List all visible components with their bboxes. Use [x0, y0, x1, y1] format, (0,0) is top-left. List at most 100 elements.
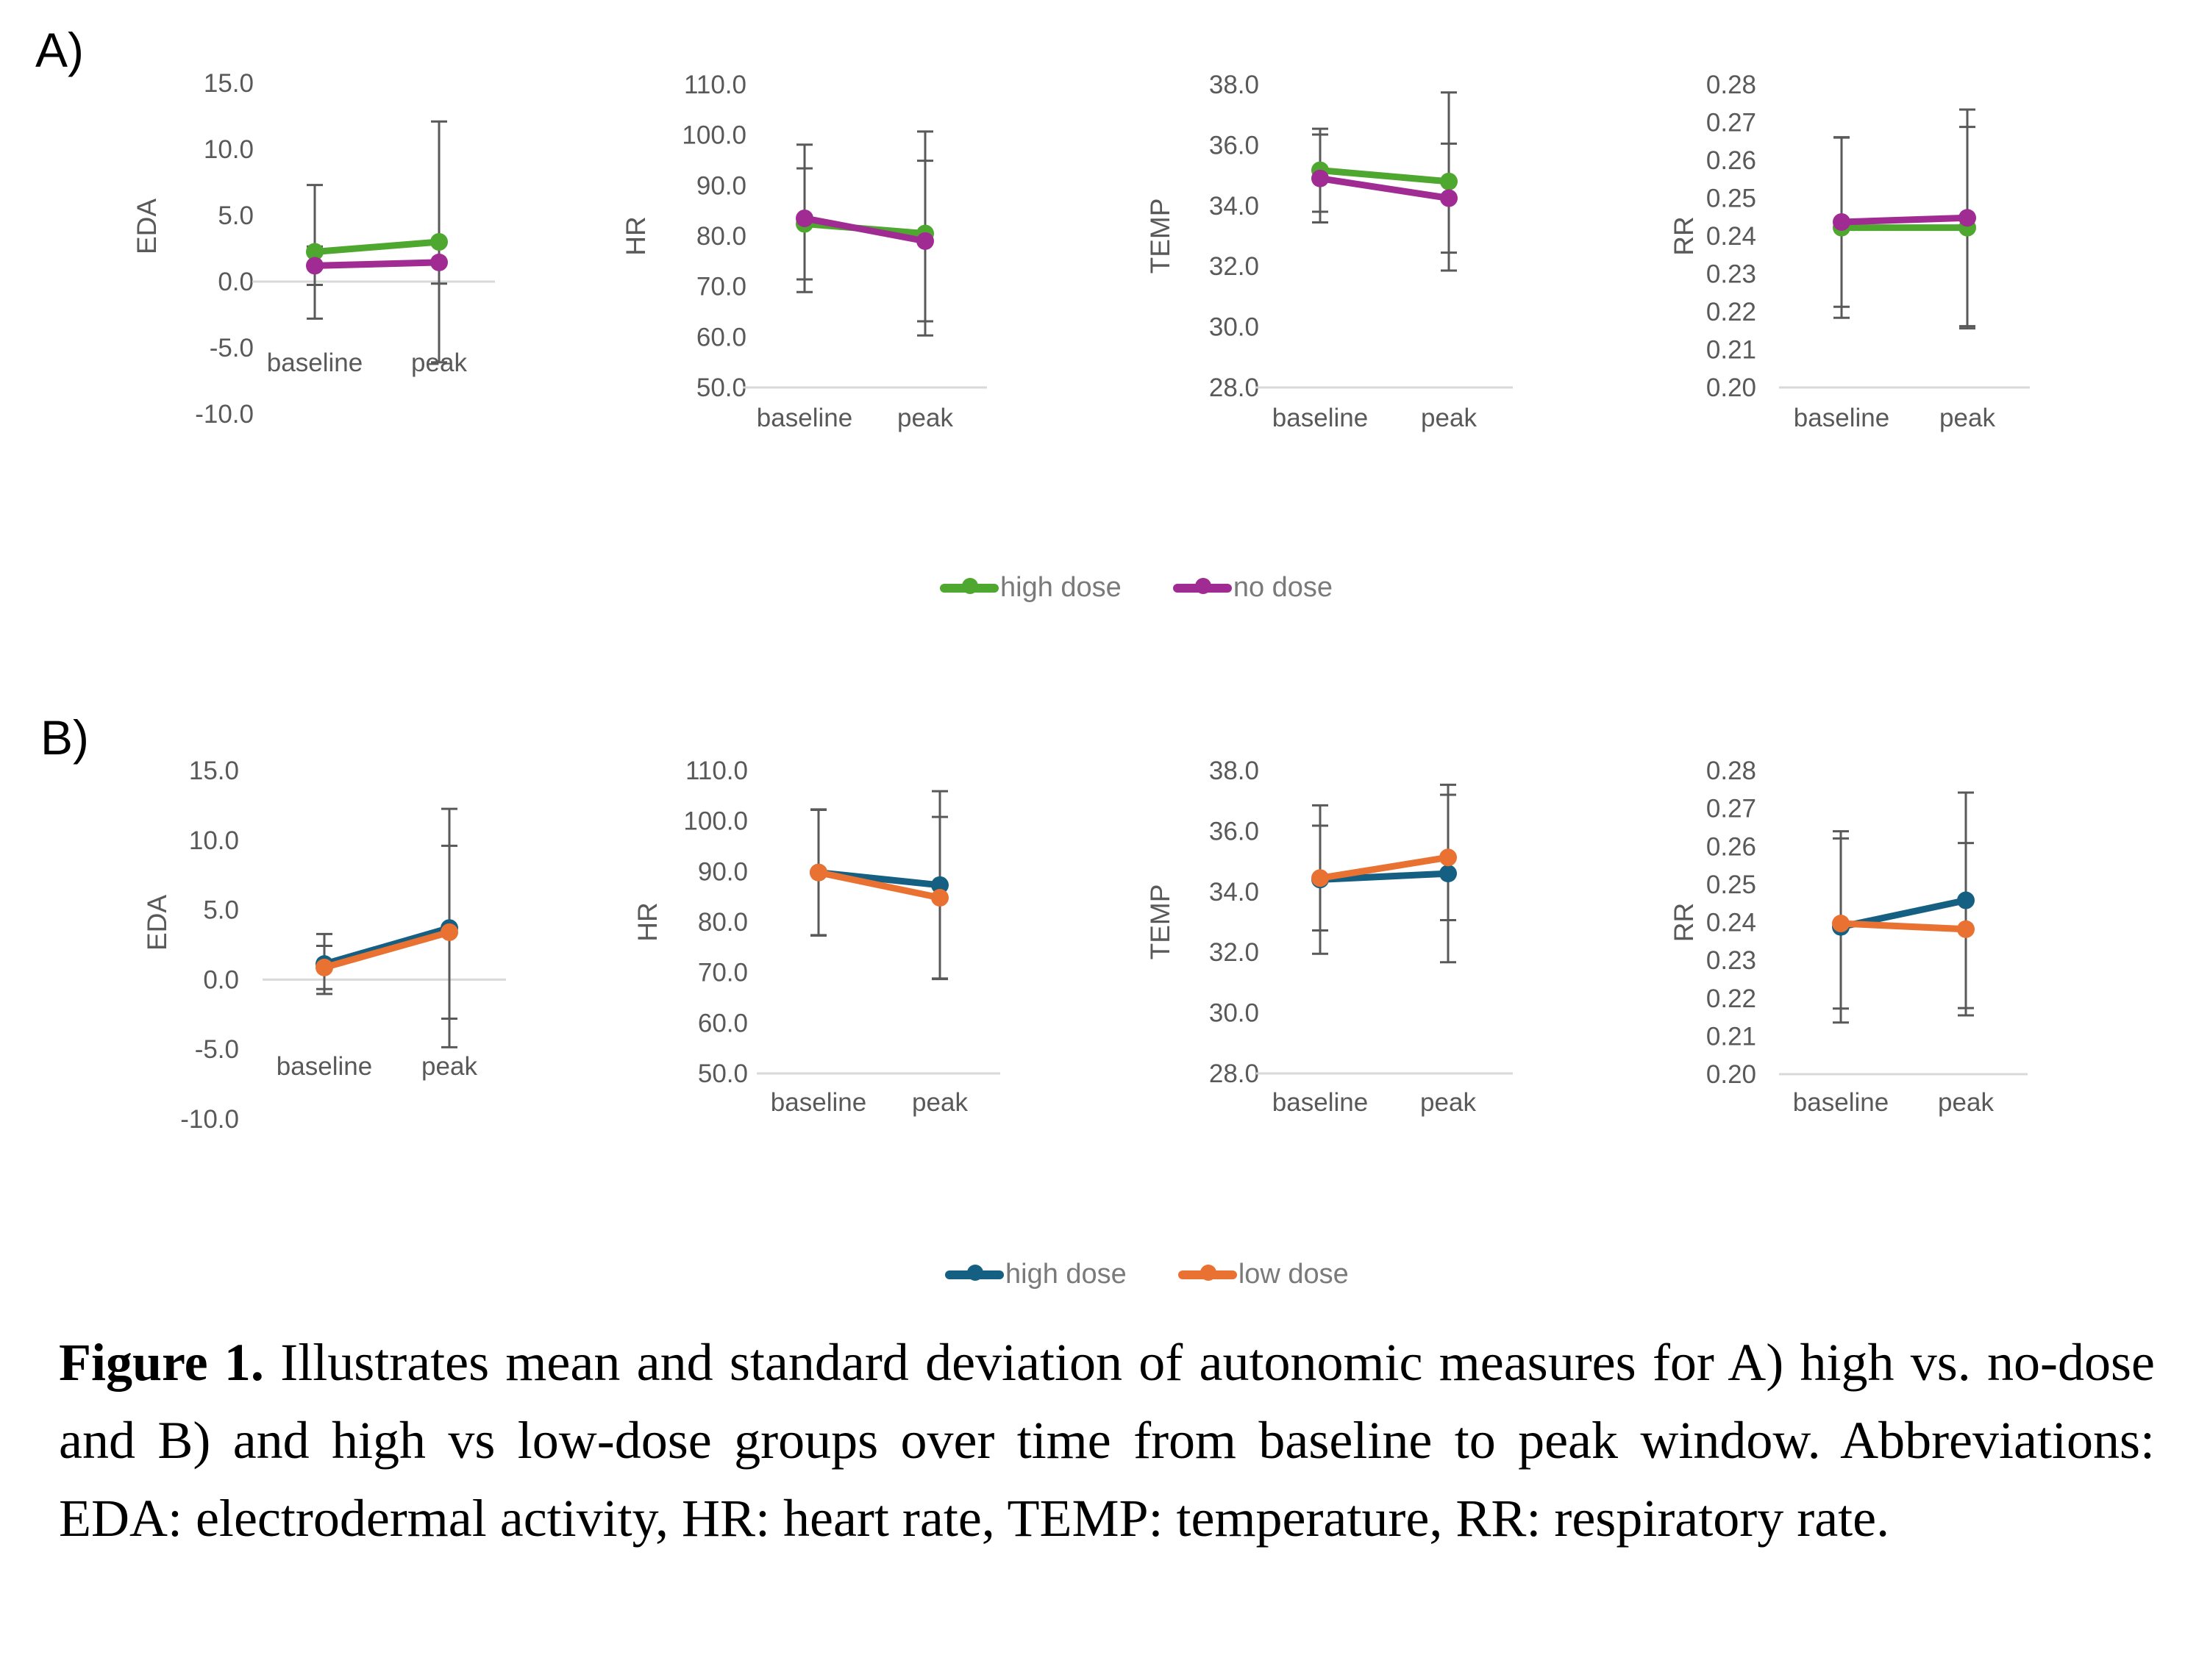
data-point [1957, 891, 1975, 909]
y-tick-label: 110.0 [685, 757, 748, 785]
y-tick-label: 0.26 [1706, 832, 1756, 861]
y-tick-label: 0.20 [1706, 1060, 1756, 1089]
caption-figure-number: Figure 1. [59, 1333, 264, 1392]
panel-b-label: B) [40, 710, 89, 765]
y-tick-label: 100.0 [682, 121, 746, 150]
series-line-high-dose [311, 238, 443, 255]
y-tick-label: 30.0 [1209, 999, 1259, 1028]
y-tick-label: 0.22 [1706, 298, 1756, 326]
y-tick-label: 50.0 [696, 373, 746, 402]
y-tick-label: 0.21 [1706, 336, 1756, 365]
data-point [1958, 209, 1976, 227]
data-point [1833, 212, 1850, 231]
y-tick-label: 34.0 [1209, 878, 1259, 907]
y-tick-label: 0.0 [203, 965, 239, 994]
legend-line-marker-icon [940, 577, 999, 594]
x-category-label: baseline [277, 1052, 372, 1081]
x-category-label: peak [1939, 404, 1995, 432]
x-category-label: baseline [1794, 404, 1889, 432]
data-point [306, 243, 324, 261]
y-tick-label: 50.0 [698, 1059, 748, 1088]
data-point [306, 257, 324, 275]
y-tick-label: 60.0 [696, 323, 746, 351]
data-point [916, 232, 934, 250]
y-tick-label: 70.0 [698, 959, 748, 987]
data-point [1440, 172, 1458, 190]
x-category-label: baseline [1272, 1088, 1368, 1117]
legend-line-marker-icon [1172, 577, 1232, 594]
y-tick-label: 0.0 [218, 268, 254, 296]
y-tick-label: -10.0 [195, 400, 254, 429]
y-tick-label: 34.0 [1209, 192, 1259, 221]
y-tick-label: 15.0 [189, 757, 239, 785]
y-axis-label: HR [632, 902, 663, 941]
series-line-no-dose [801, 215, 929, 245]
legend-b: high dose low dose [945, 1259, 1349, 1290]
y-tick-label: 0.25 [1706, 185, 1756, 213]
data-point [441, 923, 458, 941]
data-point [1957, 920, 1975, 938]
x-category-label: baseline [267, 348, 363, 377]
data-point [1311, 869, 1329, 887]
series-line-high-dose [321, 924, 453, 968]
y-tick-label: -10.0 [180, 1105, 239, 1134]
data-point [1311, 169, 1329, 187]
series-line-no-dose [1838, 214, 1971, 226]
y-tick-label: 90.0 [696, 171, 746, 200]
y-axis-label: RR [1669, 216, 1699, 255]
series-line-low-dose [815, 869, 944, 901]
legend-label: high dose [1000, 572, 1122, 603]
y-tick-label: 70.0 [696, 273, 746, 301]
y-tick-label: 32.0 [1209, 938, 1259, 967]
y-tick-label: 36.0 [1209, 817, 1259, 846]
x-category-label: peak [1420, 1088, 1476, 1117]
series-line-low-dose [1316, 854, 1452, 882]
y-tick-label: 38.0 [1209, 757, 1259, 785]
y-tick-label: 0.24 [1706, 909, 1756, 937]
y-tick-label: 10.0 [189, 826, 239, 855]
legend-label: high dose [1005, 1259, 1127, 1290]
y-tick-label: 32.0 [1209, 252, 1259, 281]
x-category-label: baseline [771, 1088, 866, 1117]
y-tick-label: 0.27 [1706, 795, 1756, 823]
legend-item-high-dose: high dose [945, 1259, 1127, 1290]
y-tick-label: 0.22 [1706, 984, 1756, 1013]
legend-line-marker-icon [945, 1264, 1004, 1281]
data-point [1439, 848, 1457, 867]
y-tick-label: 100.0 [683, 807, 748, 836]
x-category-label: baseline [1272, 404, 1368, 432]
data-point [1439, 865, 1457, 883]
y-tick-label: 0.24 [1706, 222, 1756, 251]
series-line-low-dose [1837, 920, 1970, 933]
y-tick-label: 5.0 [203, 896, 239, 925]
y-tick-label: 0.23 [1706, 260, 1756, 289]
y-tick-label: 28.0 [1209, 1059, 1259, 1088]
data-point [430, 253, 448, 271]
series-line-low-dose [321, 929, 453, 971]
data-point [931, 876, 949, 894]
legend-item-high-dose: high dose [940, 572, 1122, 604]
y-tick-label: 80.0 [698, 908, 748, 937]
y-tick-label: 30.0 [1209, 313, 1259, 342]
legend-a: high dose no dose [940, 572, 1333, 604]
y-tick-label: 110.0 [684, 71, 746, 99]
data-point [1440, 189, 1458, 207]
y-axis-label: TEMP [1145, 884, 1175, 960]
y-tick-label: 5.0 [218, 201, 254, 230]
y-tick-label: 38.0 [1209, 71, 1259, 99]
y-axis-label: TEMP [1145, 199, 1175, 274]
y-axis-label: EDA [142, 895, 172, 951]
y-tick-label: 60.0 [698, 1009, 748, 1037]
legend-label: no dose [1233, 572, 1333, 603]
legend-item-low-dose: low dose [1177, 1259, 1349, 1290]
y-tick-label: 28.0 [1209, 373, 1259, 402]
figure-caption: Figure 1. Illustrates mean and standard … [59, 1323, 2155, 1557]
x-category-label: peak [1938, 1088, 1994, 1117]
x-category-label: baseline [757, 404, 852, 432]
y-axis-label: EDA [132, 199, 162, 254]
y-tick-label: 36.0 [1209, 131, 1259, 160]
series-line-high-dose [1316, 870, 1452, 883]
y-tick-label: -5.0 [210, 334, 254, 362]
data-point [430, 233, 448, 251]
